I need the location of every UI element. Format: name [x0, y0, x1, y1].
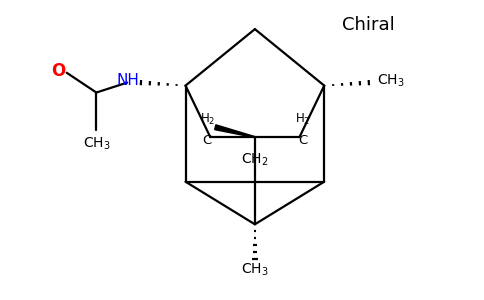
Text: $\mathsf{CH_2}$: $\mathsf{CH_2}$ [241, 152, 269, 168]
Text: $\mathsf{CH_3}$: $\mathsf{CH_3}$ [377, 72, 404, 89]
Text: O: O [52, 62, 66, 80]
Text: $\mathsf{H_2}$: $\mathsf{H_2}$ [295, 112, 310, 127]
Text: $\mathsf{CH_3}$: $\mathsf{CH_3}$ [83, 135, 110, 152]
Text: Chiral: Chiral [343, 16, 395, 34]
Text: $\mathsf{H_2}$: $\mathsf{H_2}$ [199, 112, 215, 127]
Polygon shape [214, 125, 255, 138]
Text: C: C [203, 134, 212, 147]
Text: NH: NH [116, 73, 139, 88]
Text: $\mathsf{CH_3}$: $\mathsf{CH_3}$ [241, 262, 269, 278]
Text: C: C [298, 134, 307, 147]
